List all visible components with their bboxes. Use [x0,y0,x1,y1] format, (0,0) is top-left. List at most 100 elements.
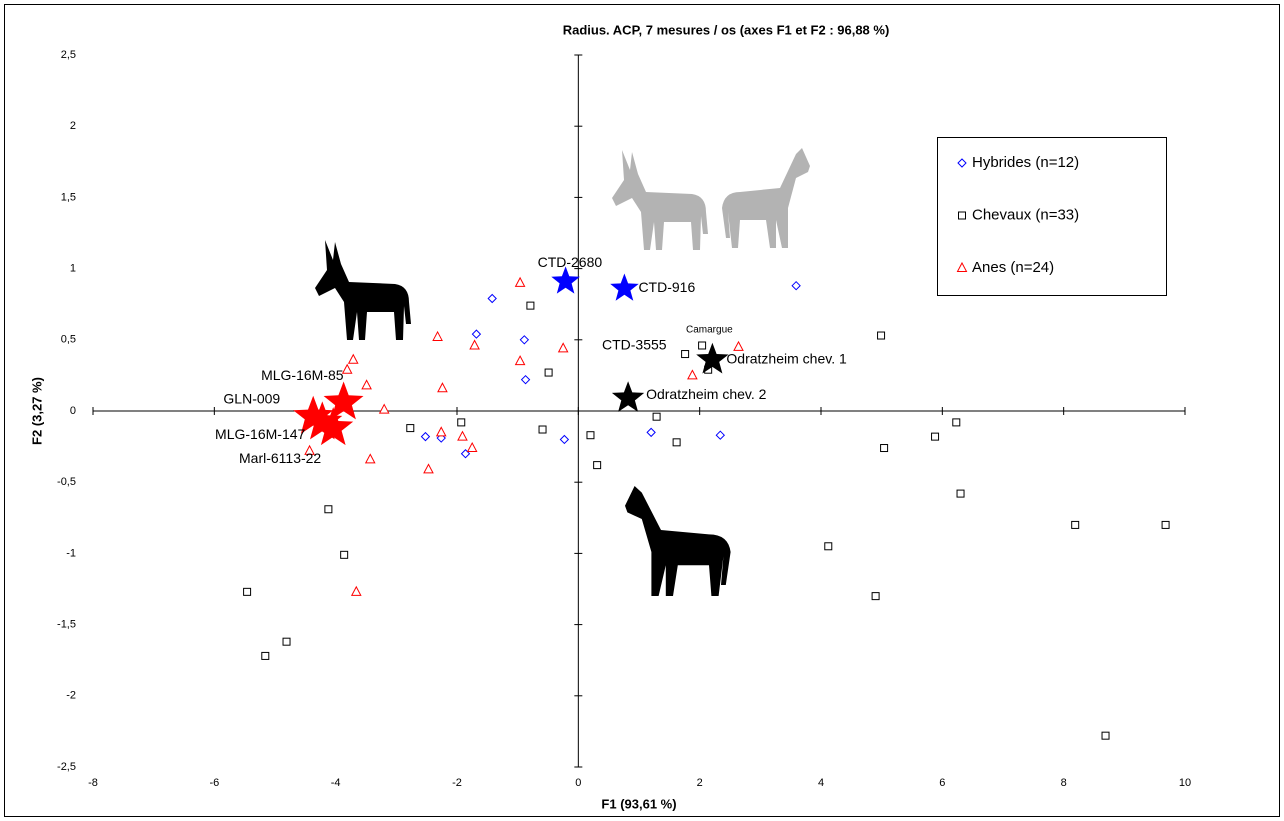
highlight-star [610,273,639,301]
triangle-marker [378,403,390,414]
x-tick-label: -2 [452,777,462,789]
square-marker [1161,520,1170,529]
square-marker [324,505,333,514]
y-tick-label: 0 [70,405,76,417]
x-tick-label: 6 [939,777,945,789]
square-marker [544,368,553,377]
x-tick-label: 10 [1179,777,1191,789]
highlight-star [313,407,354,446]
legend-label: Chevaux (n=33) [972,206,1079,223]
square-marker [282,637,291,646]
diamond-marker [791,280,801,291]
triangle-marker [350,585,362,596]
x-tick-label: -8 [88,777,98,789]
diamond-marker [471,329,482,339]
y-tick-label: -1,5 [57,619,76,631]
diamond-marker [646,427,656,438]
y-tick-label: -2,5 [57,761,76,773]
legend-label: Anes (n=24) [972,259,1054,276]
donkey-silhouette [315,240,411,340]
square-marker [672,438,681,447]
legend-marker [958,211,966,220]
square-marker [652,412,661,421]
triangle-marker [733,340,744,351]
y-tick-label: -0,5 [57,476,76,488]
highlight-label: Odratzheim chev. 1 [726,350,847,366]
triangle-marker [435,426,447,437]
y-tick-label: 2,5 [61,49,76,61]
x-tick-label: 8 [1061,777,1067,789]
square-marker [406,424,415,433]
square-marker [526,301,535,310]
highlight-star [323,381,364,420]
y-tick-label: -2 [66,690,76,702]
highlight-label: Marl-6113-22 [239,450,321,466]
triangle-marker [361,379,372,390]
highlight-label: MLG-16M-85 [261,367,344,383]
square-marker [931,432,940,441]
legend-label: Hybrides (n=12) [972,154,1079,171]
triangle-marker [514,276,526,287]
diamond-marker [520,374,531,385]
annotation: CTD-3555 [602,337,667,353]
square-marker [880,444,889,453]
y-tick-label: -1 [66,547,76,559]
square-marker [1071,520,1080,529]
square-marker [1101,731,1110,740]
triangle-marker [437,382,448,393]
triangle-marker [469,339,480,350]
legend-marker [956,261,968,272]
highlight-star [611,381,645,412]
triangle-marker [687,369,698,380]
highlight-label: Odratzheim chev. 2 [646,386,767,402]
diamond-marker [715,430,726,440]
x-tick-label: 4 [818,777,824,789]
highlight-label: GLN-009 [223,390,280,406]
highlight-label: MLG-16M-147 [215,426,305,442]
legend-marker [957,158,967,168]
annotation: Camargue [686,325,733,336]
x-tick-label: -4 [331,777,341,789]
highlight-star [696,342,729,374]
square-marker [538,425,547,434]
triangle-marker [341,363,353,374]
y-tick-label: 1,5 [61,191,76,203]
square-marker [681,350,690,359]
x-tick-label: 2 [697,777,703,789]
triangle-marker [364,453,376,464]
triangle-marker [466,441,478,453]
triangle-marker [457,430,468,441]
square-marker [952,418,961,427]
triangle-marker [557,342,569,353]
square-marker [340,550,349,559]
triangle-marker [432,330,443,341]
x-axis-title: F1 (93,61 %) [601,796,676,811]
diamond-marker [487,293,497,304]
y-tick-label: 2 [70,120,76,132]
horse-silhouette [625,486,731,596]
highlight-label: CTD-2680 [538,254,603,270]
square-marker [457,418,466,427]
square-marker [243,587,252,596]
diamond-marker [559,434,570,445]
square-marker [586,431,595,440]
diamond-marker [420,431,431,442]
x-tick-label: -6 [209,777,219,789]
square-marker [593,461,602,470]
y-axis-title: F2 (3,27 %) [29,377,44,445]
highlight-star [551,266,580,294]
triangle-marker [304,444,315,455]
horse-silhouette-grey [722,148,810,248]
donkey-silhouette-grey [612,150,708,250]
square-marker [877,331,886,340]
x-tick-label: 0 [575,777,581,789]
y-tick-label: 0,5 [61,334,76,346]
highlight-star [293,395,334,434]
legend-box [937,137,1167,296]
square-marker [956,489,965,498]
square-marker [824,542,833,551]
square-marker [698,341,707,350]
triangle-marker [514,355,526,366]
square-marker [261,651,270,660]
